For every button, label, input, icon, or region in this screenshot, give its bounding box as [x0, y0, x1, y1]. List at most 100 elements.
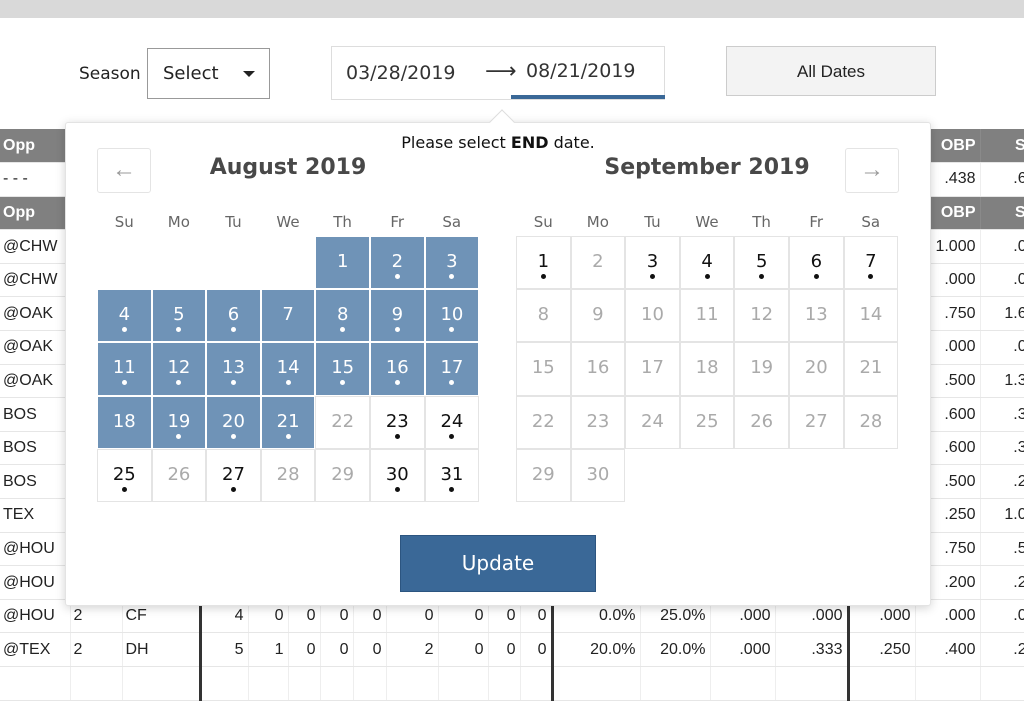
day-number: 7	[865, 251, 877, 272]
day-cell[interactable]: 31	[424, 448, 480, 502]
table-cell	[70, 666, 123, 701]
day-number: 5	[755, 251, 768, 272]
end-date-input[interactable]: 08/21/2019	[526, 60, 636, 82]
day-number: 9	[391, 304, 404, 326]
day-number: 17	[440, 357, 464, 379]
day-cell[interactable]: 23	[370, 395, 425, 449]
table-cell	[386, 666, 439, 701]
day-number: 10	[440, 304, 464, 326]
day-cell[interactable]: 9	[370, 289, 425, 343]
day-cell[interactable]: 13	[206, 342, 261, 396]
day-number: 13	[222, 357, 245, 379]
day-number: 4	[118, 304, 131, 326]
day-number: 1	[537, 251, 550, 272]
day-number: 2	[391, 251, 404, 272]
day-number: 18	[695, 357, 719, 379]
day-number: 25	[112, 463, 136, 485]
all-dates-button[interactable]: All Dates	[726, 46, 936, 96]
table-cell: 20.0%	[640, 632, 711, 667]
game-dot-icon	[649, 274, 655, 279]
day-cell[interactable]: 2	[370, 236, 425, 290]
day-cell: 15	[516, 342, 571, 396]
day-number: 8	[537, 304, 550, 326]
day-cell: 11	[679, 289, 735, 343]
start-date-input[interactable]: 03/28/2019	[346, 62, 456, 84]
next-month-button[interactable]: →	[845, 148, 899, 193]
day-cell: 25	[679, 395, 735, 449]
day-cell: 14	[843, 289, 899, 343]
day-cell[interactable]: 6	[206, 289, 261, 343]
day-cell[interactable]: 7	[843, 236, 899, 290]
day-cell[interactable]: 7	[260, 289, 316, 343]
table-cell	[200, 666, 249, 701]
weekday-header: Su Mo Tu We Th Fr Sa	[516, 213, 898, 231]
day-cell: 20	[789, 342, 844, 396]
day-cell: 8	[516, 289, 571, 343]
day-cell[interactable]: 25	[97, 448, 152, 502]
date-range-input[interactable]: 03/28/2019 ⟶ 08/21/2019	[331, 46, 665, 100]
day-cell[interactable]: 18	[97, 395, 152, 449]
day-cell[interactable]: 15	[315, 342, 370, 396]
day-cell[interactable]: 27	[206, 448, 261, 502]
table-cell: @HOU	[0, 599, 71, 634]
day-cell[interactable]: 14	[260, 342, 316, 396]
day-cell: 26	[151, 448, 207, 502]
day-number: 12	[167, 357, 191, 379]
weekday-label: We	[695, 213, 719, 231]
active-input-underline	[511, 95, 665, 99]
day-number: 22	[331, 410, 355, 432]
day-cell[interactable]: 30	[370, 448, 425, 502]
day-cell[interactable]: 3	[424, 236, 480, 290]
day-number: 6	[810, 251, 823, 272]
day-cell: 13	[789, 289, 844, 343]
prev-month-button[interactable]: ←	[97, 148, 151, 193]
table-cell: BOS	[0, 397, 71, 432]
day-cell: 10	[625, 289, 680, 343]
day-cell[interactable]: 20	[206, 395, 261, 449]
table-cell: SL	[980, 196, 1024, 231]
game-dot-icon	[759, 274, 765, 279]
table-cell: .000	[710, 632, 776, 667]
weekday-label: Su	[114, 213, 134, 231]
table-cell: 1	[248, 632, 289, 667]
day-cell[interactable]: 17	[424, 342, 480, 396]
day-number: 1	[336, 251, 349, 272]
day-cell[interactable]: 4	[97, 289, 152, 343]
game-dot-icon	[394, 486, 400, 492]
day-number: 23	[586, 410, 610, 432]
day-cell[interactable]: 1	[516, 236, 571, 290]
day-cell[interactable]: 3	[625, 236, 680, 290]
day-cell[interactable]: 11	[97, 342, 152, 396]
table-cell	[775, 666, 850, 701]
table-cell	[0, 666, 71, 701]
table-cell: 1.00	[980, 498, 1024, 533]
table-cell	[488, 666, 521, 701]
day-cell: 27	[789, 395, 844, 449]
day-cell[interactable]: 16	[370, 342, 425, 396]
day-cell[interactable]: 5	[151, 289, 207, 343]
day-cell[interactable]: 24	[424, 395, 480, 449]
day-cell[interactable]: 5	[734, 236, 789, 290]
day-cell[interactable]: 1	[315, 236, 370, 290]
day-cell[interactable]: 4	[679, 236, 735, 290]
game-dot-icon	[704, 274, 710, 279]
day-number: 11	[112, 357, 136, 379]
day-number: 18	[112, 410, 136, 432]
day-cell: 24	[625, 395, 680, 449]
day-cell[interactable]: 8	[315, 289, 370, 343]
day-number: 29	[331, 463, 355, 485]
day-number: 30	[586, 463, 610, 485]
update-button[interactable]: Update	[400, 535, 596, 592]
day-number: 19	[750, 357, 774, 379]
table-cell: .333	[775, 632, 850, 667]
day-cell[interactable]: 10	[424, 289, 480, 343]
season-select[interactable]: Select	[147, 48, 270, 99]
prompt-bold: END	[510, 133, 549, 152]
day-cell[interactable]: 19	[151, 395, 207, 449]
day-cell[interactable]: 12	[151, 342, 207, 396]
day-cell[interactable]: 21	[260, 395, 316, 449]
day-cell: 28	[843, 395, 899, 449]
weekday-label: Fr	[390, 213, 405, 231]
day-number: 8	[336, 304, 349, 326]
day-cell[interactable]: 6	[789, 236, 844, 290]
